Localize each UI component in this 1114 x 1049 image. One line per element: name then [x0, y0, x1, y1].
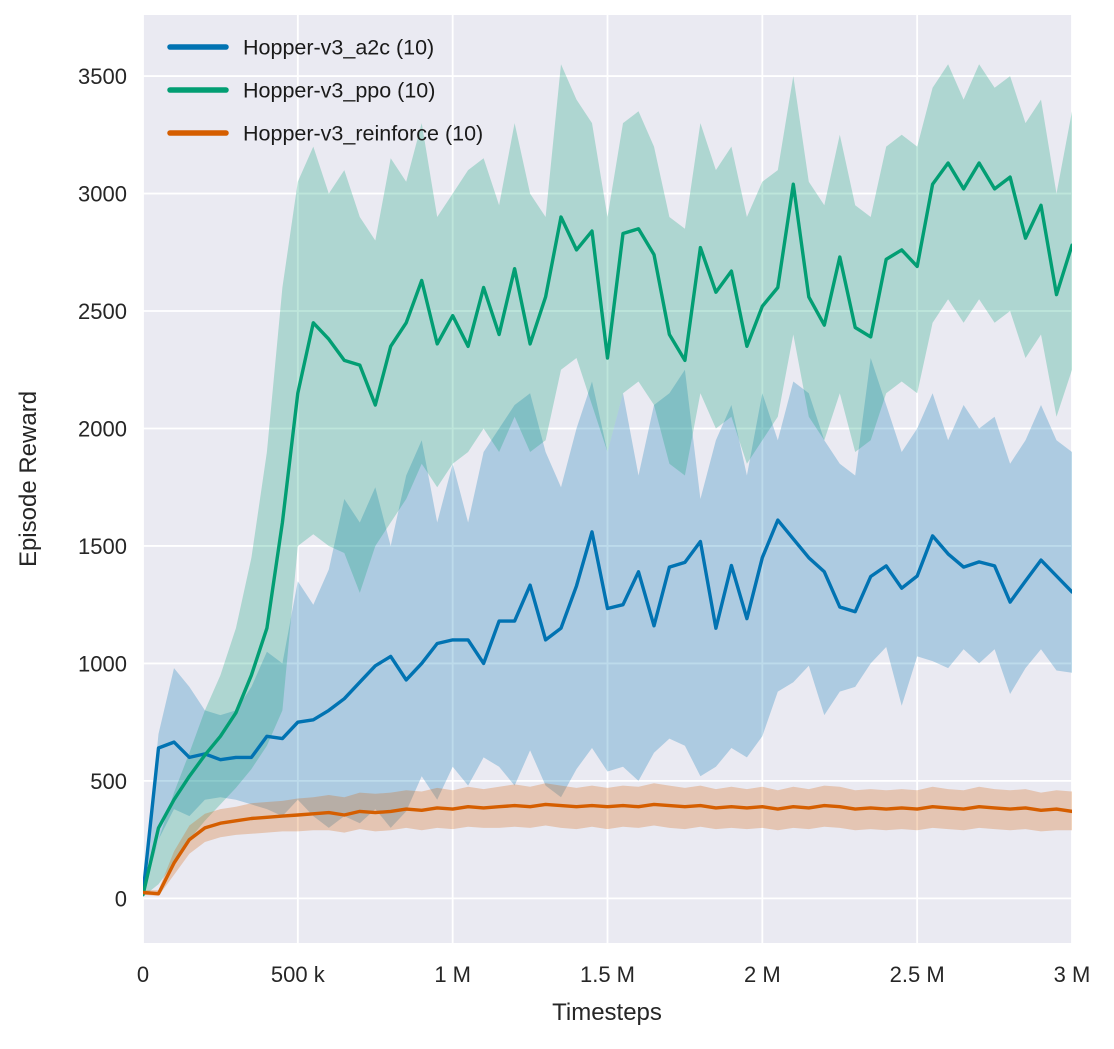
x-tick-label: 500 k	[271, 962, 326, 987]
x-tick-labels: 0 500 k 1 M 1.5 M 2 M 2.5 M 3 M	[137, 962, 1090, 987]
x-tick-label: 3 M	[1054, 962, 1091, 987]
mean-line-Hopper-v3_reinforce (10)	[143, 802, 1072, 896]
y-tick-label: 3000	[78, 182, 127, 207]
x-tick-label: 1 M	[434, 962, 471, 987]
legend: Hopper-v3_a2c (10) Hopper-v3_ppo (10) Hopp…	[167, 36, 483, 146]
gridlines	[142, 15, 1073, 943]
mean-line-Hopper-v3_a2c (10)	[143, 518, 1072, 896]
x-tick-label: 2 M	[744, 962, 781, 987]
mean-line-Hopper-v3_ppo (10)	[143, 161, 1072, 897]
confidence-band-Hopper-v3_a2c (10)	[143, 358, 1072, 896]
x-tick-label: 2.5 M	[890, 962, 945, 987]
series-lines	[143, 161, 1072, 897]
y-tick-label: 1000	[78, 651, 127, 676]
confidence-band-Hopper-v3_ppo (10)	[143, 64, 1072, 897]
x-axis-label: Timesteps	[552, 999, 662, 1026]
y-tick-label: 1500	[78, 534, 127, 559]
y-tick-label: 0	[115, 886, 127, 911]
y-tick-labels: 0 500 1000 1500 2000 2500 3000 3500	[78, 64, 127, 911]
x-tick-label: 1.5 M	[580, 962, 635, 987]
legend-label: Hopper-v3_ppo (10)	[243, 79, 435, 103]
legend-label: Hopper-v3_reinforce (10)	[243, 122, 483, 146]
x-tick-label: 0	[137, 962, 149, 987]
y-tick-label: 2000	[78, 416, 127, 441]
y-tick-label: 3500	[78, 64, 127, 89]
y-tick-label: 500	[90, 769, 127, 794]
y-axis-label: Episode Reward	[15, 391, 42, 567]
y-tick-label: 2500	[78, 299, 127, 324]
legend-label: Hopper-v3_a2c (10)	[243, 36, 434, 60]
